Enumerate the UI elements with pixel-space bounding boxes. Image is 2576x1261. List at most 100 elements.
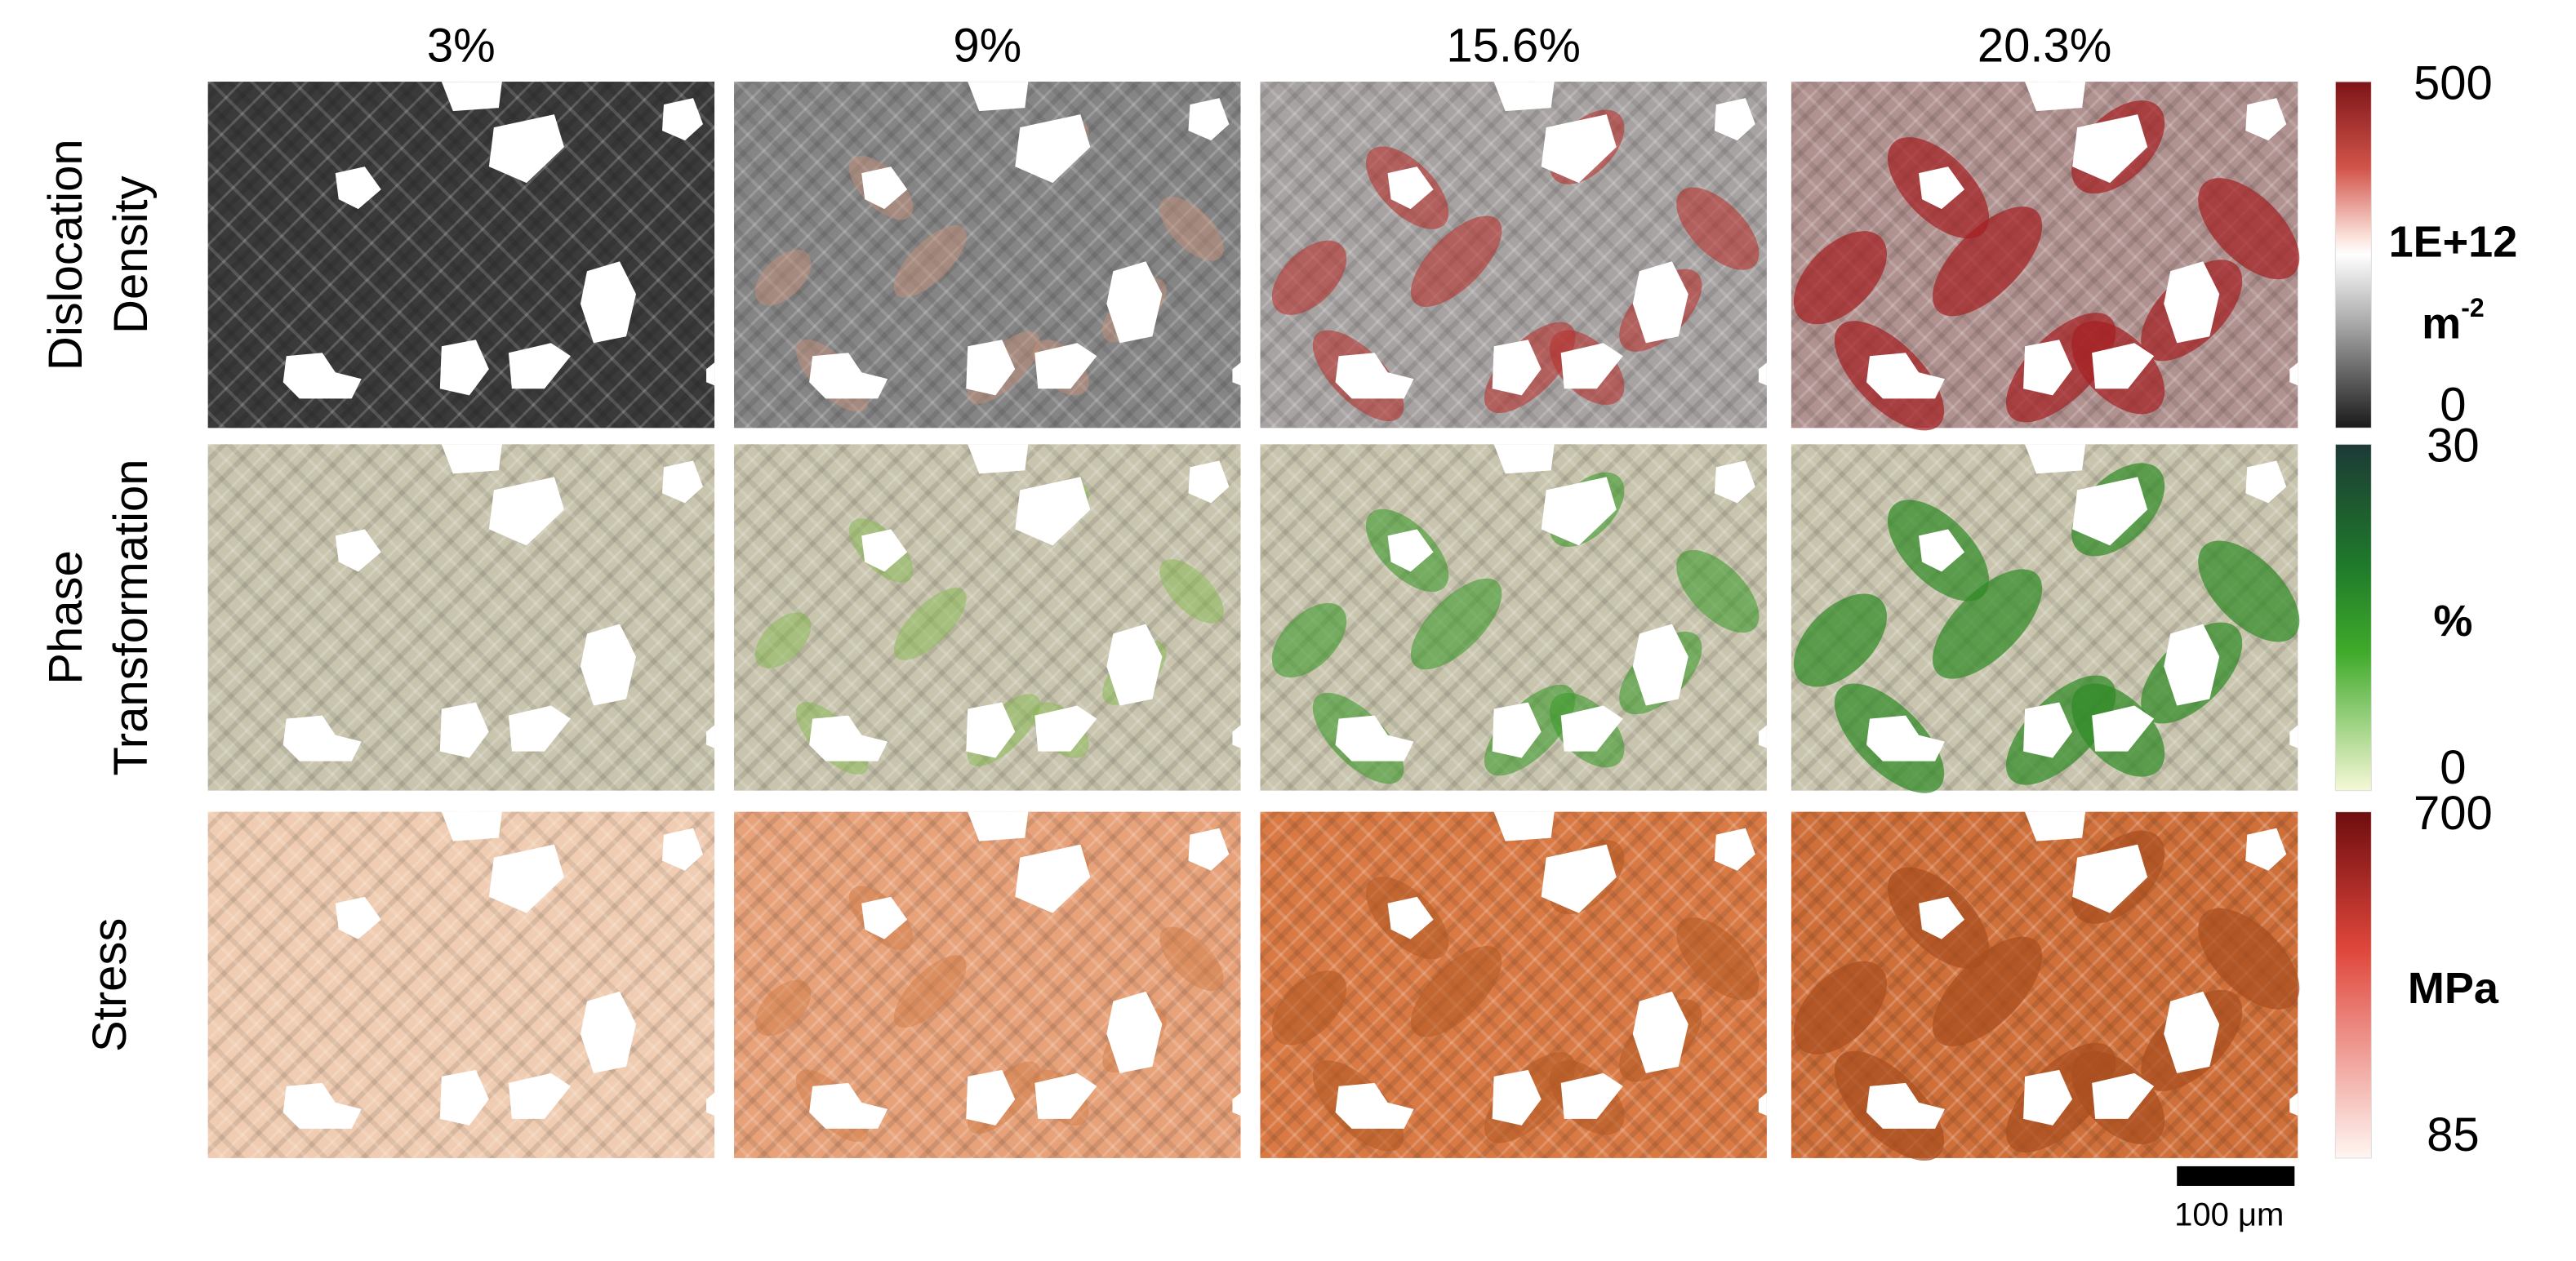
particle [1560, 1072, 1623, 1119]
field-highlight [1932, 936, 2043, 1046]
field-highlight [893, 588, 967, 660]
particle [1106, 991, 1163, 1073]
colorbar-max: 30 [2427, 420, 2480, 473]
particle [335, 896, 381, 939]
particle [809, 715, 888, 761]
row-label: Transformation [105, 459, 158, 775]
particle [1106, 624, 1163, 706]
particle [1232, 362, 1241, 386]
particle [1015, 477, 1091, 546]
particle [1335, 353, 1414, 399]
field-highlight [1932, 206, 2043, 317]
particle [488, 844, 564, 913]
particle [1493, 444, 1555, 474]
particle [1493, 811, 1555, 841]
particle [1188, 828, 1230, 871]
field-highlight [1793, 961, 1887, 1055]
field-highlight [1159, 196, 1224, 261]
particle [1632, 991, 1688, 1073]
particle [1034, 705, 1097, 752]
particle [2164, 624, 2220, 706]
particle [706, 725, 715, 748]
colorbar [2334, 81, 2372, 428]
colorbar-max: 700 [2414, 787, 2493, 840]
field-highlight [893, 224, 967, 298]
particle [2164, 991, 2220, 1073]
particle [1758, 1092, 1767, 1116]
row-label: Phase [39, 550, 92, 685]
particle [1632, 261, 1688, 344]
particle [861, 529, 908, 572]
particle [335, 167, 381, 210]
particle [335, 529, 381, 572]
particle [706, 1092, 715, 1116]
particle [2072, 477, 2148, 546]
particle [662, 98, 704, 141]
panel [207, 444, 715, 791]
particle [1387, 896, 1434, 939]
colorbar-unit: % [2433, 597, 2472, 646]
particle [441, 444, 502, 474]
field-highlight [1676, 917, 1760, 1001]
field-highlight [1676, 549, 1760, 633]
particle [439, 340, 489, 396]
particle [1541, 477, 1617, 546]
particle [1335, 715, 1414, 761]
particle [809, 1082, 888, 1129]
particle [2245, 98, 2287, 141]
panel [1260, 811, 1767, 1158]
field-highlight [1271, 602, 1347, 678]
panel [1791, 82, 2300, 431]
colorbar-max: 500 [2414, 56, 2493, 109]
particle [1387, 529, 1434, 572]
particle [2245, 460, 2287, 504]
particle [2245, 828, 2287, 871]
particle [2092, 705, 2155, 752]
particle [1188, 98, 1230, 141]
colorbar-unit: 1E+12 [2389, 217, 2518, 266]
particle [966, 1069, 1016, 1126]
field-highlight [1410, 946, 1502, 1037]
particle [508, 1072, 571, 1119]
particle [966, 702, 1016, 758]
particle [861, 896, 908, 939]
particle [1560, 343, 1623, 389]
particle [1106, 261, 1163, 344]
particle [2289, 362, 2298, 386]
particle [1919, 896, 1965, 939]
field-highlight [1793, 593, 1887, 687]
particle [1492, 702, 1542, 758]
panel [734, 82, 1241, 428]
particle [2023, 340, 2073, 396]
field-highlight [1676, 187, 1760, 270]
particle [283, 1082, 362, 1129]
particle [1188, 460, 1230, 504]
particle [1866, 1082, 1946, 1129]
field-highlight [2198, 540, 2300, 642]
panel [207, 811, 715, 1158]
particle [662, 460, 704, 504]
particle [706, 362, 715, 386]
row-label: Stress [83, 918, 136, 1052]
particle [968, 82, 1029, 112]
particle [1387, 167, 1434, 210]
field-highlight [1410, 578, 1502, 670]
panel-grid [207, 82, 2300, 1161]
particle [2072, 114, 2148, 184]
field-highlight [754, 612, 812, 668]
particle [1335, 1082, 1414, 1129]
particle [1034, 343, 1097, 389]
particle [1758, 725, 1767, 748]
particle [283, 715, 362, 761]
particle [439, 1069, 489, 1126]
column-header: 20.3% [1978, 19, 2112, 72]
particle [1015, 844, 1091, 913]
field-highlight [2198, 178, 2300, 280]
particle [968, 444, 1029, 474]
particle [2023, 702, 2073, 758]
particle [1015, 114, 1091, 184]
particle [1714, 460, 1755, 504]
field-highlight [754, 249, 812, 306]
